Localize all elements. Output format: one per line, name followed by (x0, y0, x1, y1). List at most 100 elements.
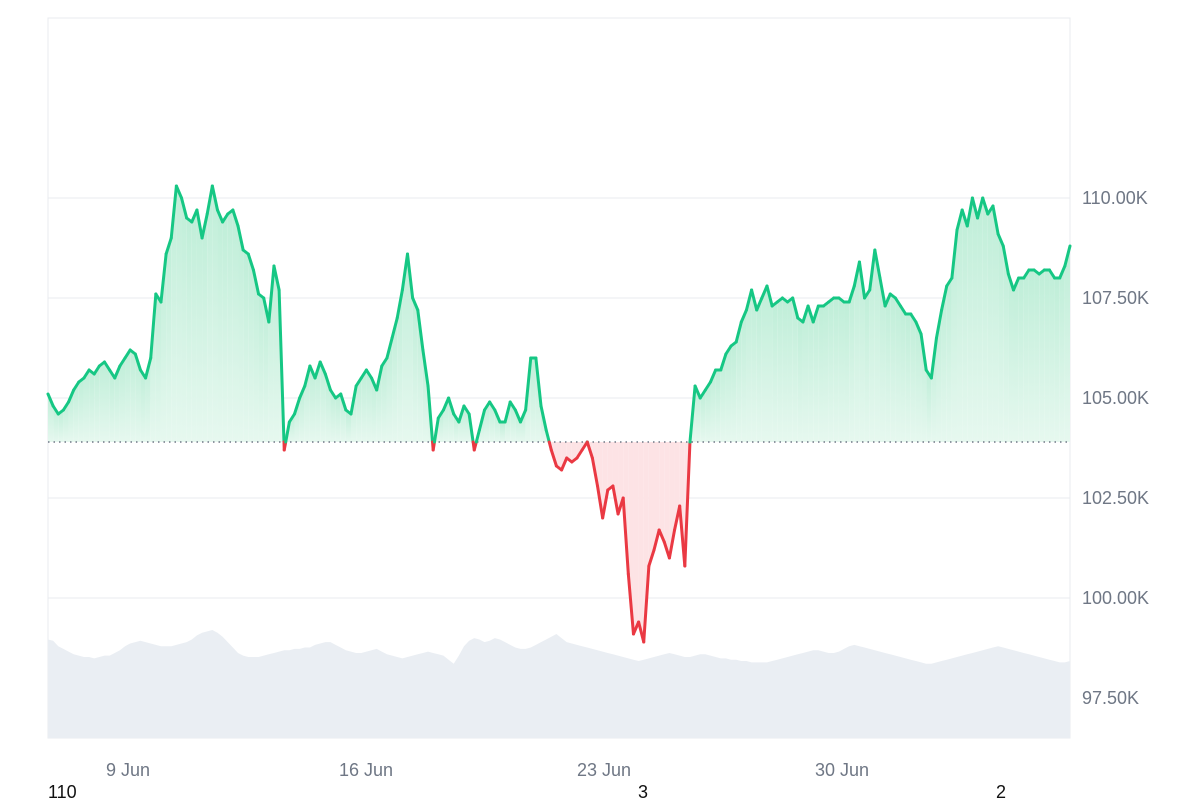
price-fill-up (823, 302, 828, 442)
price-fill-up (110, 370, 115, 442)
price-fill-up (788, 298, 793, 442)
price-fill-up (895, 298, 900, 442)
price-fill-up (947, 278, 952, 442)
price-fill-up (202, 214, 207, 442)
price-fill-up (197, 210, 202, 442)
price-fill-up (916, 322, 921, 442)
price-fill-down (608, 442, 613, 490)
price-fill-up (361, 370, 366, 442)
price-fill-up (228, 210, 233, 442)
price-fill-up (130, 350, 135, 442)
price-fill-up (772, 302, 777, 442)
price-fill-up (192, 210, 197, 442)
price-fill-up (259, 294, 264, 442)
price-fill-up (79, 378, 84, 442)
price-fill-up (1019, 278, 1024, 442)
price-fill-up (962, 210, 967, 442)
price-fill-up (813, 306, 818, 442)
footer-label: 3 (638, 782, 648, 800)
footer-label: 2 (996, 782, 1006, 800)
price-fill-up (89, 370, 94, 442)
price-fill-up (839, 298, 844, 442)
price-fill-up (1039, 270, 1044, 442)
price-fill-up (1008, 274, 1013, 442)
x-axis-ticks: 9 Jun 16 Jun 23 Jun 30 Jun (106, 760, 869, 780)
price-fill-up (187, 218, 192, 442)
y-tick-label: 102.50K (1082, 488, 1149, 508)
price-fill-layer (48, 186, 1070, 642)
footer-label: 110 (48, 782, 77, 800)
price-fill-up (1029, 270, 1034, 442)
price-fill-up (336, 394, 341, 442)
price-fill-up (746, 290, 751, 442)
price-fill-up (865, 290, 870, 442)
y-axis-ticks: 110.00K107.50K105.00K102.50K100.00K97.50… (1082, 188, 1149, 708)
price-fill-up (906, 314, 911, 442)
price-fill-up (782, 298, 787, 442)
price-fill-up (1034, 270, 1039, 442)
price-fill-up (957, 210, 962, 442)
price-fill-up (741, 310, 746, 442)
price-fill-up (926, 370, 931, 442)
price-fill-up (233, 210, 238, 442)
price-fill-up (967, 198, 972, 442)
price-fill-up (125, 350, 130, 442)
price-fill-up (731, 342, 736, 442)
price-fill-up (854, 262, 859, 442)
price-fill-up (1014, 278, 1019, 442)
x-tick-label: 23 Jun (577, 760, 631, 780)
price-fill-up (978, 198, 983, 442)
price-fill-up (885, 294, 890, 442)
price-fill-up (911, 314, 916, 442)
price-fill-down (639, 442, 644, 642)
price-fill-up (890, 294, 895, 442)
y-tick-label: 105.00K (1082, 388, 1149, 408)
price-fill-up (1044, 270, 1049, 442)
price-fill-up (798, 318, 803, 442)
price-fill-up (757, 298, 762, 442)
price-fill-up (382, 358, 387, 442)
price-fill-up (972, 198, 977, 442)
volume-area (48, 630, 1070, 738)
price-fill-up (901, 306, 906, 442)
price-fill-up (793, 298, 798, 442)
price-fill-up (1024, 270, 1029, 442)
y-tick-label: 110.00K (1082, 188, 1148, 208)
price-fill-up (988, 206, 993, 442)
price-fill-up (762, 286, 767, 442)
price-fill-up (182, 198, 187, 442)
price-fill-up (500, 422, 505, 442)
y-tick-label: 107.50K (1082, 288, 1149, 308)
price-fill-up (716, 370, 721, 442)
price-fill-up (366, 370, 371, 442)
price-fill-up (808, 306, 813, 442)
price-fill-up (104, 362, 109, 442)
y-tick-label: 97.50K (1082, 688, 1139, 708)
price-fill-up (156, 294, 161, 442)
price-fill-up (1060, 266, 1065, 442)
price-fill-up (140, 370, 145, 442)
price-fill-up (777, 298, 782, 442)
x-tick-label: 30 Jun (815, 760, 869, 780)
price-fill-up (217, 210, 222, 442)
price-fill-up (1065, 246, 1070, 442)
price-fill-up (726, 346, 731, 442)
price-fill-up (207, 186, 212, 442)
price-fill-up (243, 250, 248, 442)
footer-labels: 110 3 2 (48, 782, 1006, 800)
price-fill-up (983, 198, 988, 442)
price-fill-up (818, 306, 823, 442)
price-fill-up (166, 238, 171, 442)
volume-layer (48, 630, 1070, 738)
price-fill-up (413, 298, 418, 442)
x-tick-label: 9 Jun (106, 760, 150, 780)
price-fill-up (803, 306, 808, 442)
price-fill-down (633, 442, 638, 634)
price-fill-up (1049, 270, 1054, 442)
price-fill-up (829, 298, 834, 442)
price-fill-up (248, 254, 253, 442)
x-tick-label: 16 Jun (339, 760, 393, 780)
price-fill-up (238, 226, 243, 442)
